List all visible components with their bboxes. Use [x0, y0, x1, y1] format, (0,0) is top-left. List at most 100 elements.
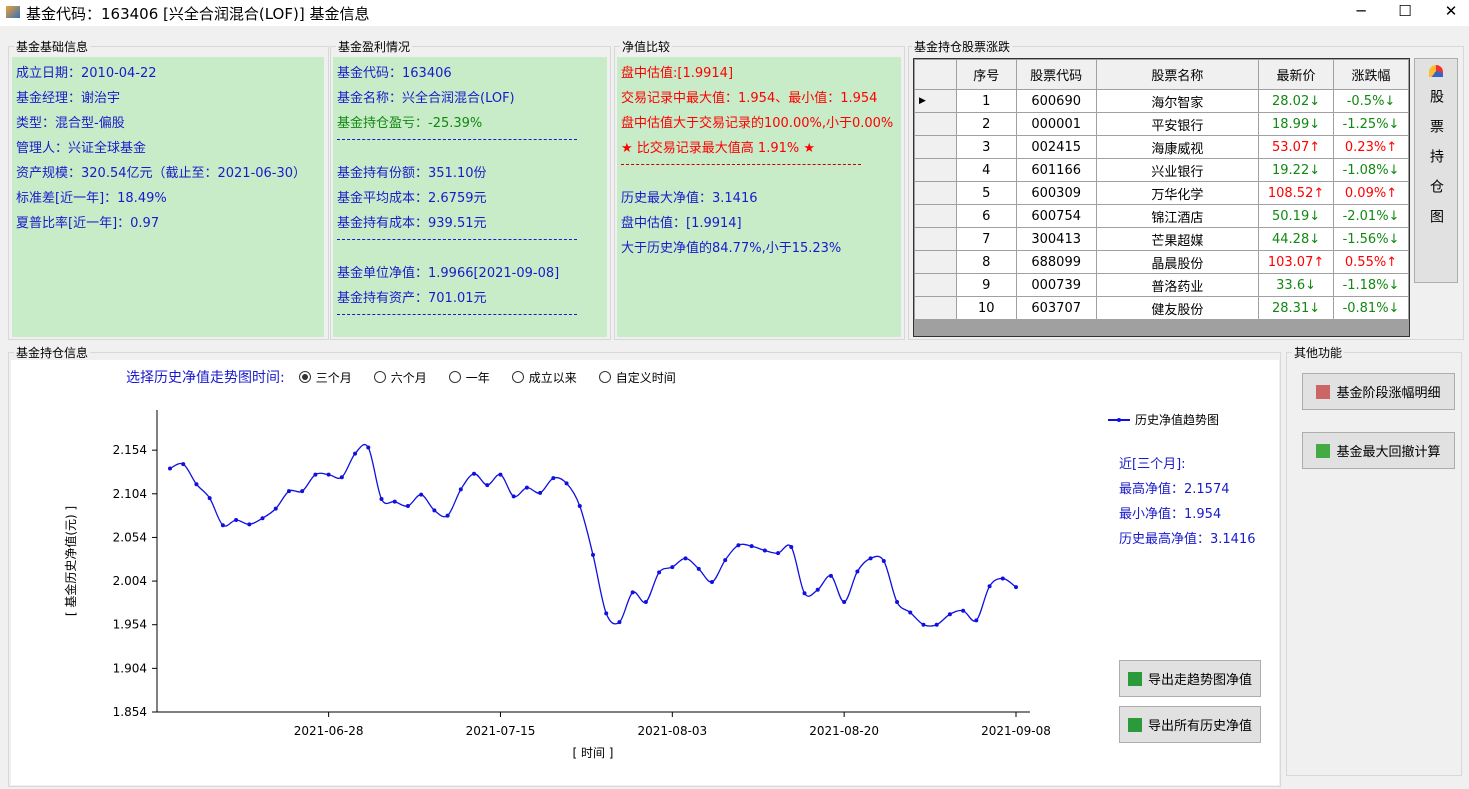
holdings-box — [908, 46, 1464, 340]
holdings-chart-button[interactable]: 股票持仓图 — [1414, 58, 1458, 283]
table-cell: 10 — [955, 296, 1017, 320]
summary-line: 最高净值：2.1574 — [1119, 482, 1230, 497]
button[interactable]: 导出所有历史净值 — [1119, 706, 1261, 743]
table-cell: 健友股份 — [1095, 296, 1260, 320]
button-icon — [1316, 384, 1331, 399]
info-line: 基金代码：163406 — [337, 66, 452, 81]
row-selector — [914, 273, 957, 297]
radio-button[interactable] — [511, 371, 524, 383]
button[interactable]: 导出走趋势图净值 — [1119, 660, 1261, 697]
table-row[interactable]: 10 603707 健友股份 28.31↓ -0.81%↓ — [914, 296, 1409, 320]
range-option[interactable]: 三个月 — [298, 369, 352, 386]
table-cell: -0.5%↓ — [1333, 89, 1409, 113]
table-cell: 18.99↓ — [1258, 112, 1335, 136]
button-icon — [1127, 717, 1142, 732]
basic-info-title: 基金基础信息 — [14, 38, 91, 55]
range-option[interactable]: 自定义时间 — [598, 369, 676, 386]
table-cell: 300413 — [1015, 227, 1097, 251]
radio-label: 一年 — [465, 370, 490, 385]
table-cell: 108.52↑ — [1258, 181, 1335, 205]
table-cell: 600754 — [1015, 204, 1097, 228]
info-line: 标准差[近一年]：18.49% — [16, 191, 167, 206]
table-cell: 0.09%↑ — [1333, 181, 1409, 205]
comparison-title: 净值比较 — [620, 38, 673, 55]
range-option[interactable]: 六个月 — [373, 369, 427, 386]
table-row[interactable]: 4 601166 兴业银行 19.22↓ -1.08%↓ — [914, 158, 1409, 182]
table-cell: -1.18%↓ — [1333, 273, 1409, 297]
info-line: 基金经理：谢治宇 — [16, 91, 121, 106]
table-row[interactable]: 7 300413 芒果超媒 44.28↓ -1.56%↓ — [914, 227, 1409, 251]
basic-info-box — [8, 46, 329, 340]
table-cell: 2 — [955, 112, 1017, 136]
button[interactable]: 基金阶段涨幅明细 — [1302, 373, 1455, 410]
table-cell: 4 — [955, 158, 1017, 182]
info-line: 历史最大净值：3.1416 — [621, 191, 758, 206]
range-selector: 选择历史净值走势图时间: 三个月 六个月 一年 成立以来 自定义时间 — [126, 367, 698, 387]
table-cell: 海康威视 — [1095, 135, 1260, 159]
table-cell: -1.08%↓ — [1333, 158, 1409, 182]
table-cell: 28.31↓ — [1258, 296, 1335, 320]
separator — [337, 139, 577, 140]
table-cell: 603707 — [1015, 296, 1097, 320]
table-cell: 6 — [955, 204, 1017, 228]
radio-button[interactable] — [373, 371, 386, 383]
other-box — [1286, 352, 1462, 776]
range-option[interactable]: 成立以来 — [511, 369, 577, 386]
table-row[interactable]: 9 000739 普洛药业 33.6↓ -1.18%↓ — [914, 273, 1409, 297]
table-row[interactable]: 3 002415 海康威视 53.07↑ 0.23%↑ — [914, 135, 1409, 159]
radio-button[interactable] — [298, 371, 311, 383]
row-header-corner — [914, 59, 957, 90]
basic-info-panel: 成立日期：2010-04-22 基金经理：谢治宇 类型：混合型-偏股 管理人：兴证全球… — [12, 57, 324, 337]
table-cell: 芒果超媒 — [1095, 227, 1260, 251]
title-bar: 基金代码：163406 [兴全合润混合(LOF)] 基金信息 ─ ☐ ✕ — [0, 0, 1469, 26]
info-line: 成立日期：2010-04-22 — [16, 66, 157, 81]
info-line: 基金平均成本：2.6759元 — [337, 191, 487, 206]
table-cell: 19.22↓ — [1258, 158, 1335, 182]
holdings-grid: 序号 股票代码 股票名称 最新价 涨跌幅 ▶ 1 600690 海尔智家 28.02↓ -0.5%↓… — [913, 58, 1410, 337]
button-label: 导出走趋势图净值 — [1147, 673, 1252, 688]
table-cell: 28.02↓ — [1258, 89, 1335, 113]
close-button[interactable]: ✕ — [1444, 2, 1458, 20]
table-row[interactable]: ▶ 1 600690 海尔智家 28.02↓ -0.5%↓ — [914, 89, 1409, 113]
table-cell: 33.6↓ — [1258, 273, 1335, 297]
maximize-button[interactable]: ☐ — [1398, 2, 1412, 20]
summary-line: 最小净值：1.954 — [1119, 507, 1222, 522]
table-row[interactable]: 2 000001 平安银行 18.99↓ -1.25%↓ — [914, 112, 1409, 136]
info-line: 大于历史净值的84.77%,小于15.23% — [621, 241, 842, 256]
radio-button[interactable] — [598, 371, 611, 383]
other-title: 其他功能 — [1292, 344, 1345, 361]
info-line: 盘中估值：[1.9914] — [621, 216, 742, 231]
row-selector — [914, 158, 957, 182]
button-label: 基金最大回撤计算 — [1336, 445, 1441, 460]
row-selector — [914, 296, 957, 320]
chart-box — [8, 352, 1281, 787]
profit-panel: 基金代码：163406 基金名称：兴全合润混合(LOF) 基金持仓盈亏：-25.39… — [333, 57, 607, 337]
table-row[interactable]: 8 688099 晶晨股份 103.07↑ 0.55%↑ — [914, 250, 1409, 274]
comparison-box — [614, 46, 905, 340]
table-cell: 0.23%↑ — [1333, 135, 1409, 159]
range-option[interactable]: 一年 — [448, 369, 490, 386]
radio-label: 成立以来 — [528, 370, 577, 385]
holdings-table: 序号 股票代码 股票名称 最新价 涨跌幅 ▶ 1 600690 海尔智家 28.02↓ -0.5%↓… — [914, 59, 1409, 320]
table-cell: 海尔智家 — [1095, 89, 1260, 113]
table-cell: 3 — [955, 135, 1017, 159]
profit-box — [330, 46, 611, 340]
summary: 近[三个月]: 最高净值：2.1574 最小净值：1.954 历史最高净值：3.141… — [1119, 453, 1256, 553]
app-icon — [6, 6, 20, 18]
table-row[interactable]: 5 600309 万华化学 108.52↑ 0.09%↑ — [914, 181, 1409, 205]
minimize-button[interactable]: ─ — [1356, 2, 1366, 20]
info-line: 类型：混合型-偏股 — [16, 116, 125, 131]
button[interactable]: 基金最大回撤计算 — [1302, 432, 1455, 469]
info-line: 资产规模：320.54亿元（截止至：2021-06-30） — [16, 166, 307, 181]
row-selector — [914, 204, 957, 228]
table-cell: 7 — [955, 227, 1017, 251]
info-line: 基金持有资产：701.01元 — [337, 291, 487, 306]
table-row[interactable]: 6 600754 锦江酒店 50.19↓ -2.01%↓ — [914, 204, 1409, 228]
button-label: 导出所有历史净值 — [1147, 719, 1252, 734]
radio-button[interactable] — [448, 371, 461, 383]
table-cell: 002415 — [1015, 135, 1097, 159]
table-cell: 44.28↓ — [1258, 227, 1335, 251]
info-line: 基金名称：兴全合润混合(LOF) — [337, 91, 515, 106]
table-cell: 000739 — [1015, 273, 1097, 297]
